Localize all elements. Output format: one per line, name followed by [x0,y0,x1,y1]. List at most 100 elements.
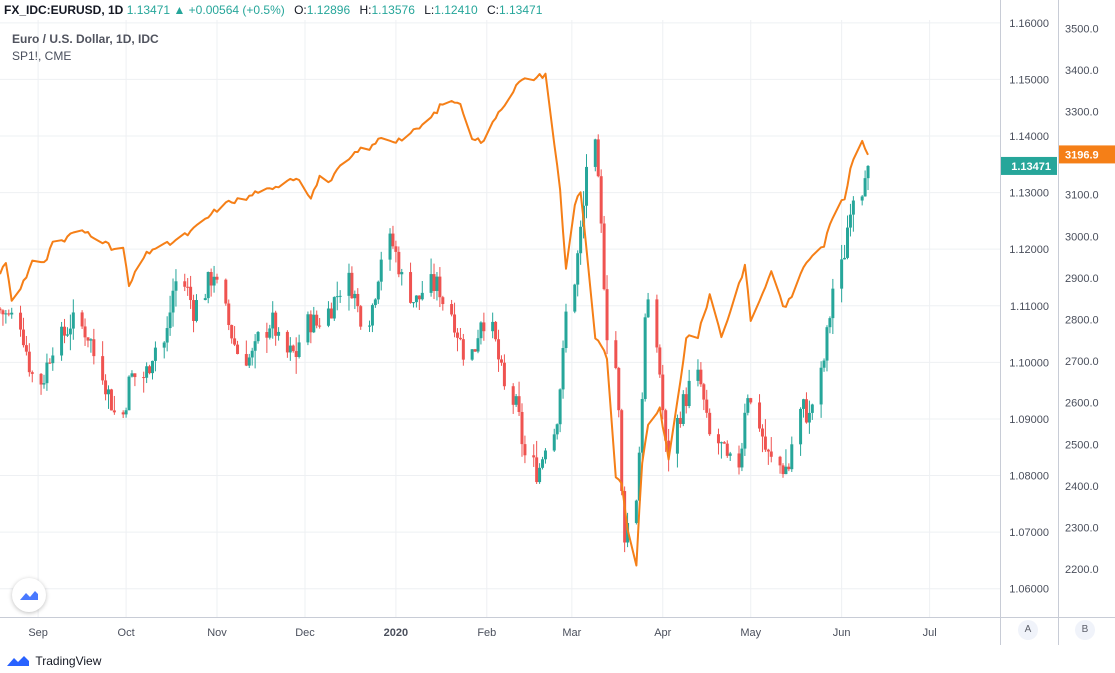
candle-body [209,271,213,286]
sp-tick-label: 2400.0 [1065,481,1099,493]
tradingview-brand[interactable]: TradingView [6,653,101,668]
time-tick-label: Oct [118,627,135,639]
eurusd-tick-label: 1.06000 [1009,584,1049,596]
candle-body [640,399,644,453]
candle-body [414,295,418,303]
candle-body [92,339,96,357]
candle-body [661,374,665,411]
candle-body [543,450,547,460]
candle-body [48,362,52,364]
candle-body [294,351,298,357]
candle-body [312,314,316,333]
candle-body [124,410,128,415]
candle-body [417,295,421,300]
candle-body [737,453,741,468]
candle-body [552,434,556,451]
candle-body [420,292,424,300]
compare-scale-button[interactable]: B [1075,620,1095,640]
candle-body [215,276,219,280]
candle-body [253,341,257,351]
candle-body [725,443,729,456]
candle-body [101,356,105,381]
candle-body [790,444,794,470]
brand-label: TradingView [35,653,102,668]
price-chart[interactable]: 1.06000 1.07000 1.08000 1.09000 1.10000 1.110… [0,0,1115,645]
candle-body [643,317,647,400]
main-series-legend[interactable]: Euro / U.S. Dollar, 1D, IDC [12,32,159,46]
candle-body [277,331,281,336]
candle-body [297,342,301,357]
candle-body [678,417,682,424]
candle-body [807,412,811,423]
candle-body [183,281,187,287]
candle-body [766,449,770,452]
candle-body [743,412,747,449]
tradingview-logo-button[interactable] [12,578,46,612]
candle-body [687,380,691,407]
price-change: +0.00564 (+0.5%) [188,3,285,17]
candle-body [68,328,72,335]
candle-body [804,399,808,423]
candle-body [109,389,113,411]
time-tick-label: Sep [28,627,48,639]
sp-tick-label: 2300.0 [1065,523,1099,535]
candle-body [620,410,624,492]
candle-body [541,459,545,468]
candle-body [822,360,826,368]
candle-body [763,436,767,450]
eurusd-tick-label: 1.09000 [1009,414,1049,426]
eurusd-tick-label: 1.08000 [1009,471,1049,483]
eurusd-last-label: 1.13471 [1011,161,1051,173]
candle-body [497,339,501,360]
candle-body [174,281,178,291]
candle-body [1,310,5,315]
sp-tick-label: 2900.0 [1065,273,1099,285]
candle-body [51,355,55,364]
tradingview-cloud-icon [20,591,38,600]
candle-body [523,444,527,456]
candle-body [602,223,606,290]
compare-series-legend[interactable]: SP1!, CME [12,49,72,63]
candle-body [605,289,609,341]
candle-body [502,362,506,387]
candle-body [394,246,398,252]
candle-body [309,314,313,333]
candle-body [4,313,8,315]
candle-body [24,345,28,352]
sp-last-tag [1059,145,1115,164]
candle-body [450,304,454,315]
candle-body [203,298,207,301]
candle-body [63,326,67,336]
candle-body [596,139,600,177]
candle-body [561,348,565,390]
candle-body [285,331,289,353]
candle-body [45,362,49,384]
sp-tick-label: 2500.0 [1065,439,1099,451]
candle-body [318,325,322,327]
candle-body [233,338,237,345]
candle-body [71,312,75,329]
time-tick-label: 2020 [384,627,408,639]
candle-body [359,306,363,327]
candle-body [19,312,23,330]
auto-scale-button[interactable]: A [1018,620,1038,640]
candle-body [356,293,360,307]
candle-body [107,389,111,395]
candle-body [769,451,773,457]
candle-body [614,340,618,369]
candle-body [696,369,700,381]
candle-body [722,442,726,444]
candle-body [265,332,269,338]
candle-body [781,465,785,475]
candle-body [655,299,659,348]
sp-tick-label: 2800.0 [1065,315,1099,327]
candle-body [579,226,583,254]
candle-body [637,452,641,501]
candle-body [130,373,134,377]
candle-body [329,308,333,319]
candle-body [353,293,357,299]
candle-body [189,286,193,301]
candle-body [514,396,518,405]
sp-tick-label: 3000.0 [1065,231,1099,243]
candle-body [760,428,764,437]
